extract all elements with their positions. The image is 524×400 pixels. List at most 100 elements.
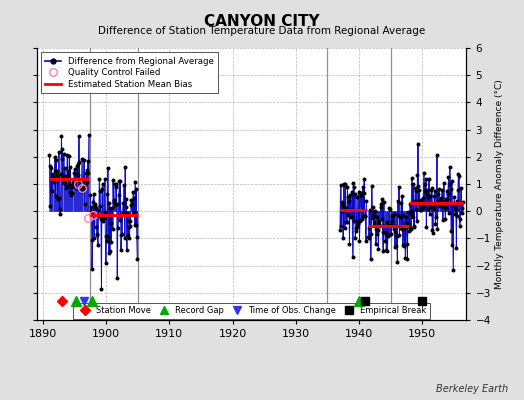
Point <box>403 220 412 226</box>
Point <box>63 152 71 159</box>
Point <box>108 226 117 232</box>
Point <box>431 188 439 194</box>
Point <box>46 203 54 209</box>
Point <box>92 205 100 211</box>
Point <box>94 206 103 213</box>
Point <box>70 170 78 176</box>
Point <box>376 222 384 229</box>
Point <box>84 132 93 138</box>
Point <box>60 164 69 171</box>
Point <box>55 194 63 201</box>
Point <box>79 177 87 183</box>
Point <box>419 205 428 211</box>
Point <box>52 157 60 164</box>
Point <box>386 206 394 212</box>
Point <box>338 208 346 215</box>
Point <box>387 231 395 237</box>
Point <box>420 170 428 176</box>
Point <box>433 226 442 233</box>
Point <box>414 141 422 148</box>
Point <box>358 184 367 190</box>
Point <box>348 254 357 260</box>
Point <box>458 204 466 211</box>
Point <box>124 232 133 238</box>
Point <box>81 182 89 188</box>
Point <box>77 184 85 191</box>
Point <box>452 245 461 252</box>
Point <box>364 234 373 240</box>
Point <box>342 219 351 226</box>
Point <box>401 219 410 226</box>
Point <box>45 152 53 158</box>
Point <box>341 181 350 187</box>
Point <box>90 235 99 241</box>
Point <box>92 224 101 230</box>
Point <box>371 207 379 214</box>
Point <box>422 224 431 230</box>
Point <box>340 181 348 187</box>
Point <box>438 199 446 206</box>
Point <box>84 170 92 176</box>
Point <box>411 198 419 204</box>
Point <box>410 222 418 229</box>
Point <box>337 222 345 229</box>
Point <box>353 194 361 200</box>
Point <box>340 204 348 211</box>
Point <box>394 212 402 218</box>
Point <box>356 193 365 199</box>
Point <box>380 222 388 229</box>
Point <box>431 220 440 227</box>
Point <box>61 185 70 192</box>
Point <box>95 176 104 182</box>
Point <box>372 225 380 232</box>
Point <box>415 198 423 204</box>
Point <box>419 195 427 201</box>
Point <box>443 195 451 202</box>
Point <box>113 201 121 207</box>
Point <box>50 178 58 185</box>
Point <box>347 214 356 220</box>
Point <box>67 192 75 198</box>
Point <box>446 181 454 187</box>
Point <box>444 191 452 198</box>
Point <box>392 233 401 239</box>
Point <box>404 209 412 216</box>
Point <box>440 199 449 206</box>
Point <box>47 164 56 171</box>
Point <box>122 196 130 202</box>
Point <box>343 219 351 226</box>
Point <box>105 200 114 206</box>
Point <box>121 164 129 170</box>
Point <box>448 242 456 248</box>
Point <box>452 206 460 213</box>
Point <box>442 196 451 202</box>
Point <box>353 224 362 230</box>
Point <box>455 223 464 229</box>
Point <box>354 220 363 227</box>
Point <box>66 164 74 170</box>
Point <box>48 188 56 194</box>
Y-axis label: Monthly Temperature Anomaly Difference (°C): Monthly Temperature Anomaly Difference (… <box>495 79 504 289</box>
Point <box>436 195 445 201</box>
Point <box>417 197 425 204</box>
Point <box>129 189 137 196</box>
Point <box>57 133 66 140</box>
Point <box>98 186 106 192</box>
Point <box>395 184 403 190</box>
Point <box>366 206 374 213</box>
Point <box>411 184 420 191</box>
Point <box>345 198 353 204</box>
Point <box>339 202 347 208</box>
Point <box>397 226 406 232</box>
Point <box>418 197 427 204</box>
Point <box>54 173 62 179</box>
Point <box>337 199 346 205</box>
Point <box>426 193 434 200</box>
Point <box>68 184 76 190</box>
Point <box>376 200 385 207</box>
Point <box>51 154 59 160</box>
Point <box>59 151 68 157</box>
Point <box>69 179 77 186</box>
Point <box>126 223 134 230</box>
Point <box>74 133 83 140</box>
